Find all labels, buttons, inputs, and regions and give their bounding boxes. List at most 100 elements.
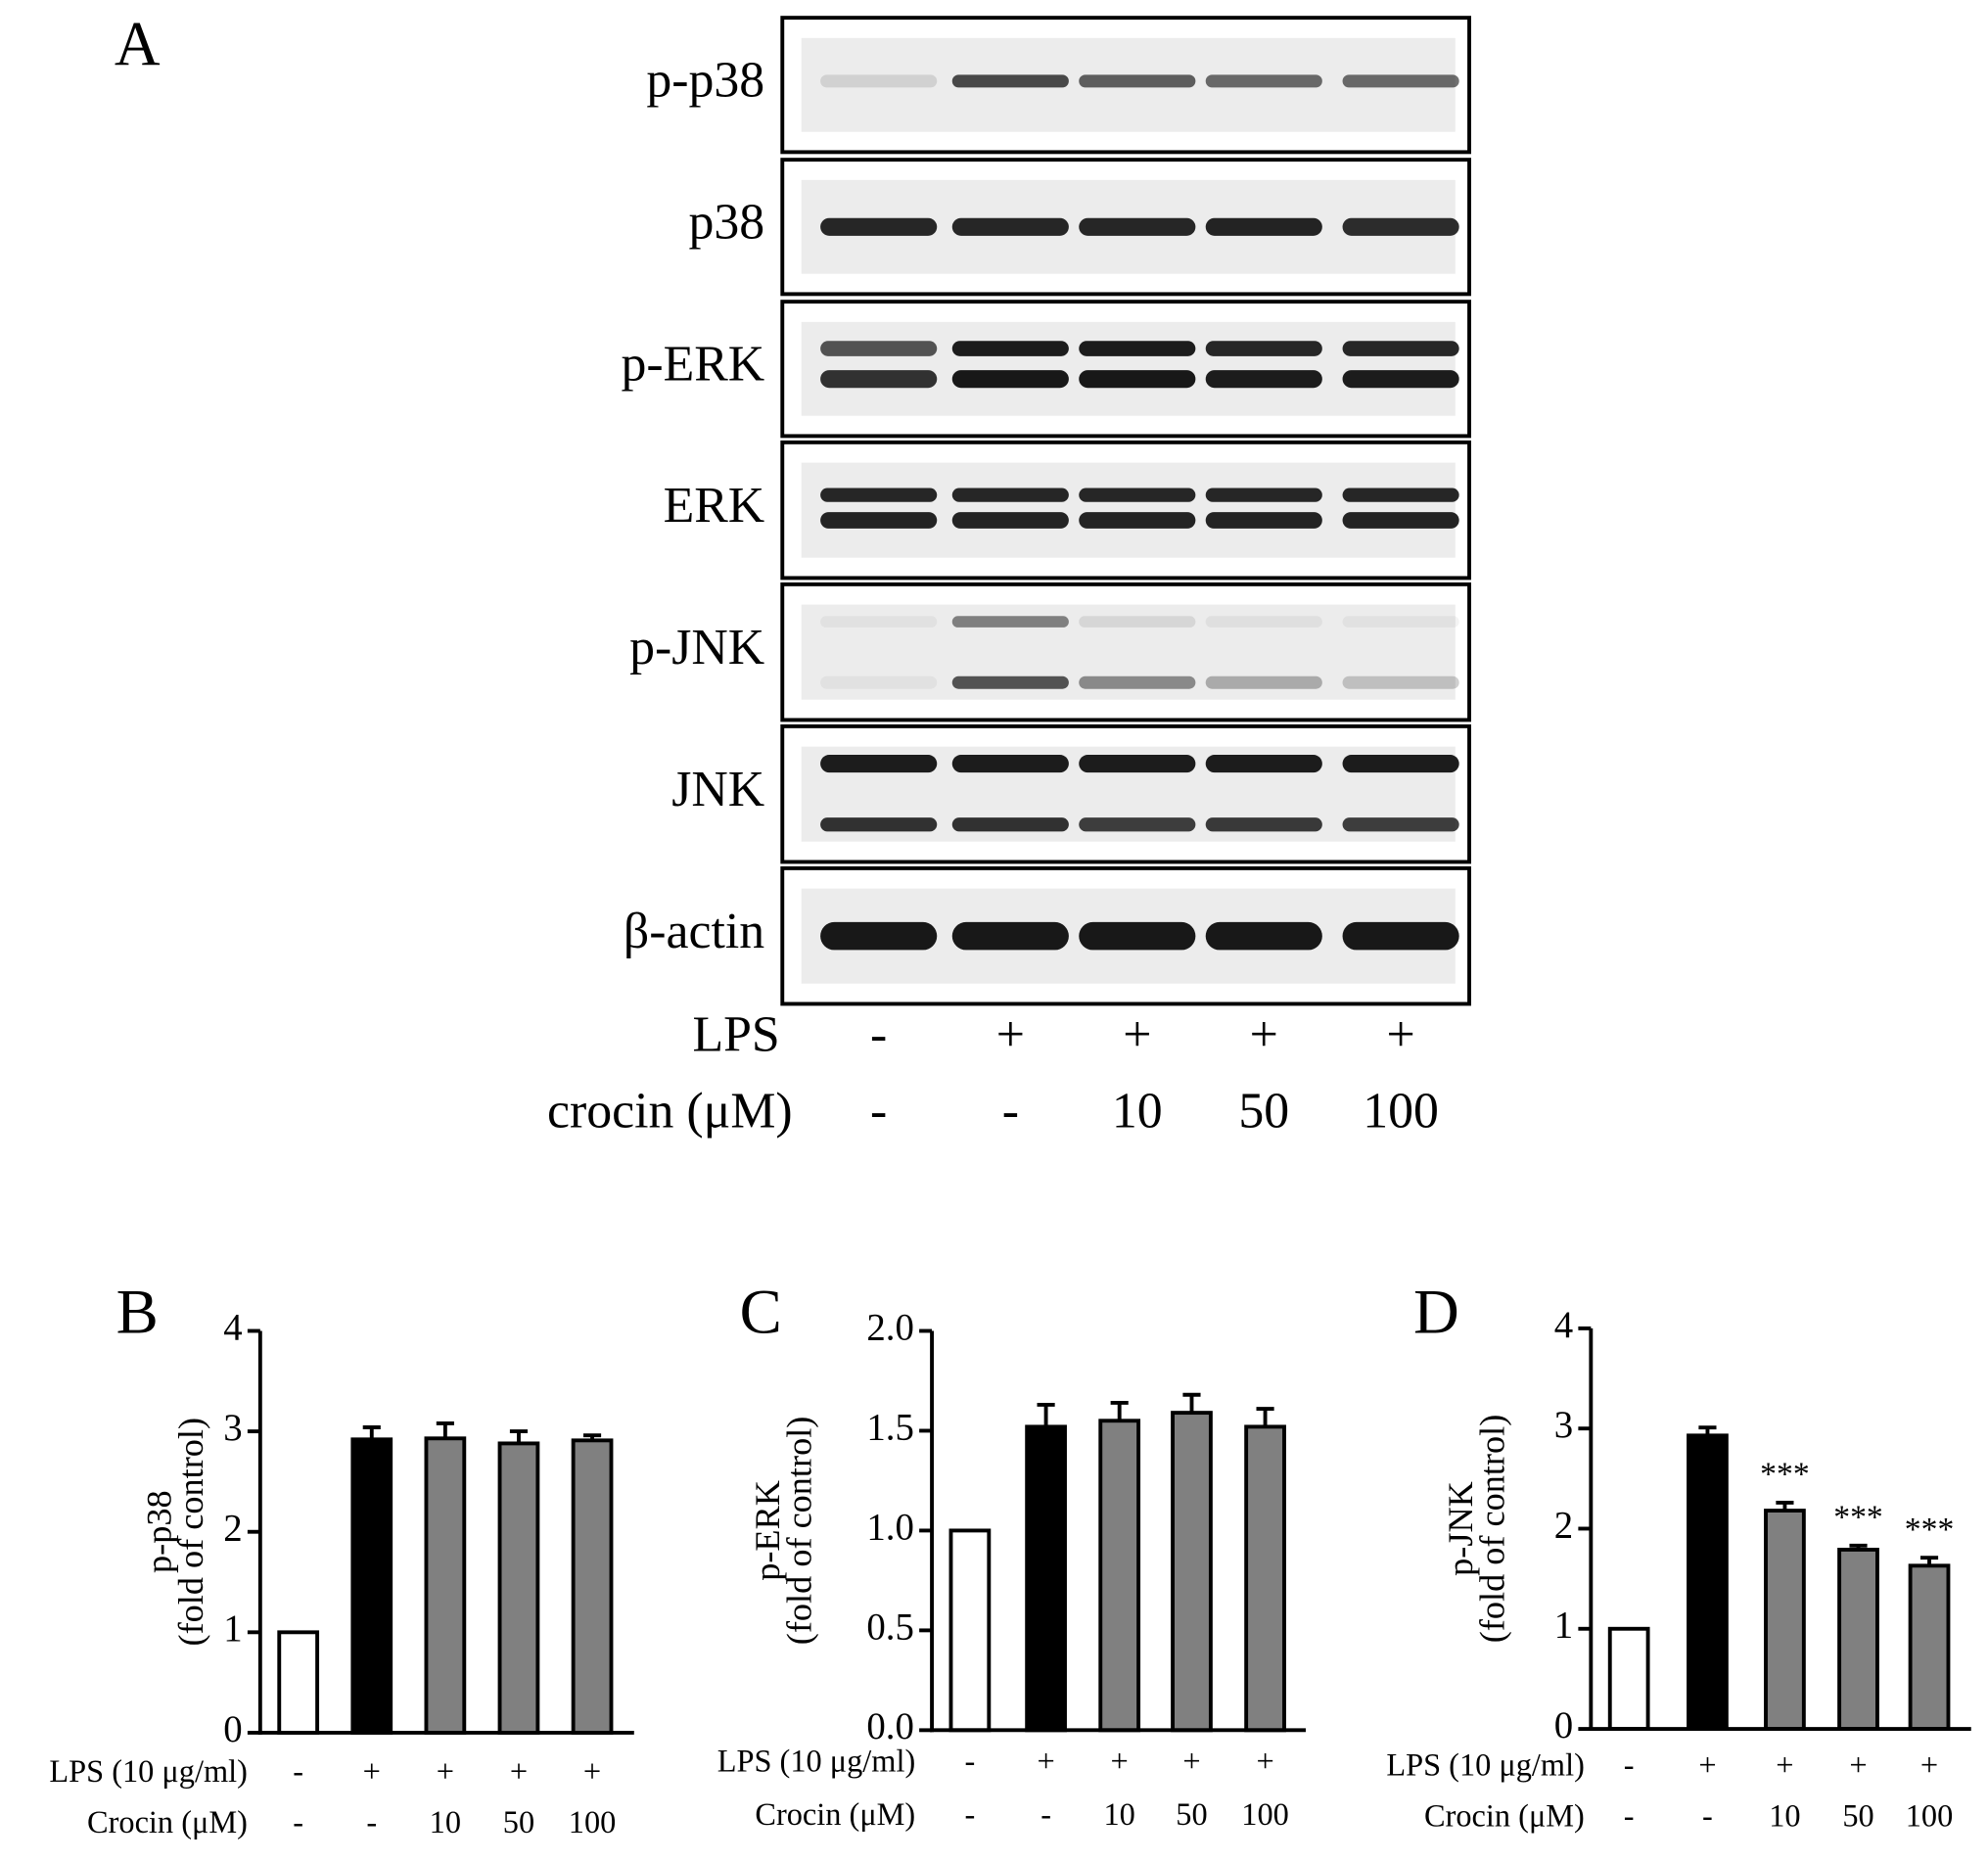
condition-value: +	[583, 1753, 601, 1789]
blot-row-label: JNK	[671, 762, 764, 817]
condition-value: -	[870, 1007, 887, 1063]
blot-band	[1205, 675, 1322, 689]
bar	[1837, 1548, 1879, 1731]
blot-band	[1079, 74, 1196, 88]
blot-band	[1079, 370, 1196, 389]
condition-value: 100	[1906, 1797, 1954, 1833]
blot-band	[951, 74, 1069, 88]
blot-band	[1205, 370, 1322, 389]
bar	[350, 1437, 393, 1735]
condition-value: +	[1256, 1744, 1273, 1779]
blot-band	[820, 755, 938, 773]
blot-frame	[780, 440, 1471, 581]
condition-value: 50	[1842, 1797, 1873, 1833]
y-axis-label: (fold of control)	[779, 1417, 818, 1646]
condition-value: +	[1037, 1744, 1054, 1779]
blot-row-label: p38	[688, 195, 764, 251]
bar	[1908, 1563, 1951, 1731]
blot-band	[951, 341, 1069, 356]
blot-band	[951, 488, 1069, 502]
blot-band	[1342, 74, 1459, 88]
y-tick-label: 3	[223, 1407, 242, 1449]
blot-band	[1342, 341, 1459, 356]
blot-row-label: p-JNK	[629, 620, 764, 675]
blot-row-label: ERK	[664, 478, 765, 534]
blot-band	[951, 755, 1069, 773]
blot-frame	[780, 158, 1471, 297]
blot-band	[820, 512, 938, 529]
blot-band	[1342, 370, 1459, 389]
blot-row-label: p-p38	[646, 53, 764, 109]
panel-label: C	[740, 1277, 782, 1347]
condition-value: -	[1624, 1797, 1635, 1833]
panel-label: A	[115, 10, 161, 80]
condition-label: Crocin (μM)	[1424, 1797, 1585, 1833]
significance-label: ***	[1760, 1457, 1809, 1493]
condition-label: Crocin (μM)	[87, 1804, 248, 1839]
blot-frame	[780, 865, 1471, 1006]
condition-label: LPS (10 μg/ml)	[717, 1744, 916, 1779]
blot-band	[1079, 921, 1196, 951]
blot-band	[951, 675, 1069, 689]
y-tick-label: 2	[223, 1508, 242, 1550]
bar	[1244, 1424, 1286, 1733]
blot-frame	[780, 16, 1471, 155]
blot-band	[951, 817, 1069, 832]
blot-band	[1342, 512, 1459, 529]
blot-band	[820, 488, 938, 502]
condition-value: 100	[569, 1804, 617, 1839]
y-tick-label: 4	[1554, 1304, 1573, 1346]
bar	[1607, 1626, 1650, 1731]
blot-band	[1079, 488, 1196, 502]
condition-label: LPS (10 μg/ml)	[1386, 1747, 1585, 1783]
y-tick-label: 0	[223, 1708, 242, 1750]
condition-value: +	[1776, 1747, 1793, 1783]
blot-band	[1079, 675, 1196, 689]
condition-value: 10	[430, 1804, 461, 1839]
condition-value: +	[1920, 1747, 1938, 1783]
condition-value: +	[1111, 1744, 1129, 1779]
condition-value: +	[996, 1007, 1025, 1063]
blot-band	[1079, 817, 1196, 832]
condition-label: LPS	[692, 1007, 779, 1063]
condition-value: +	[437, 1753, 454, 1789]
blot-band	[1205, 512, 1322, 529]
condition-value: -	[1702, 1797, 1713, 1833]
y-tick-label: 2	[1554, 1504, 1573, 1546]
blot-band	[820, 817, 938, 832]
blot-band	[820, 74, 938, 88]
bar	[1025, 1424, 1067, 1733]
y-tick-label: 1.5	[866, 1406, 914, 1448]
blot-band	[1342, 755, 1459, 773]
blot-band	[1205, 817, 1322, 832]
blot-band	[951, 921, 1069, 951]
blot-band	[1342, 675, 1459, 689]
blot-band	[951, 616, 1069, 628]
condition-value: +	[1698, 1747, 1716, 1783]
condition-value: +	[1849, 1747, 1867, 1783]
condition-value: +	[1250, 1007, 1278, 1063]
blot-band	[1205, 755, 1322, 773]
condition-value: -	[1002, 1083, 1019, 1139]
blot-band	[1079, 616, 1196, 628]
blot-row-label: β-actin	[624, 904, 764, 959]
bar	[497, 1441, 540, 1735]
y-tick-label: 4	[223, 1306, 242, 1348]
bar	[277, 1630, 320, 1735]
y-tick-label: 0	[1554, 1704, 1573, 1746]
y-axis-label: (fold of control)	[171, 1418, 210, 1647]
y-tick-label: 1	[1554, 1605, 1573, 1647]
condition-value: -	[965, 1796, 976, 1832]
y-tick-label: 2.0	[866, 1306, 914, 1348]
condition-label: crocin (μM)	[547, 1083, 793, 1139]
condition-value: -	[366, 1804, 377, 1839]
y-tick-label: 0.0	[866, 1705, 914, 1747]
blot-band	[951, 217, 1069, 236]
panel-label: B	[116, 1277, 159, 1347]
bar	[424, 1436, 467, 1735]
blot-band	[820, 370, 938, 389]
y-axis-label: p-p38	[139, 1490, 178, 1573]
blot-band	[951, 370, 1069, 389]
blot-band	[1079, 755, 1196, 773]
blot-band	[1342, 217, 1459, 236]
